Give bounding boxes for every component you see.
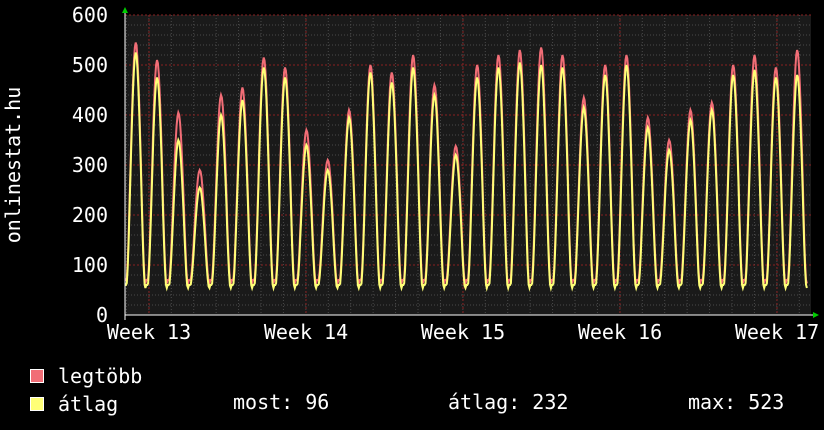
x-tick-label: Week 13 [107, 320, 191, 344]
y-axis-arrow [122, 7, 128, 13]
x-axis-arrow [813, 312, 819, 318]
y-tick-label: 400 [72, 103, 108, 127]
x-tick-label: Week 14 [264, 320, 348, 344]
x-tick-labels: Week 13 Week 14 Week 15 Week 16 Week 17 [107, 320, 819, 344]
legend-item-avg: átlag [30, 390, 820, 418]
plot-background [125, 15, 811, 315]
y-tick-label: 500 [72, 53, 108, 77]
series-line-avg [124, 52, 808, 292]
y-tick-label: 0 [96, 303, 108, 327]
legend-label-avg: átlag [58, 392, 119, 416]
y-tick-label: 100 [72, 253, 108, 277]
axes [122, 7, 819, 320]
y-axis-label: onlinestat.hu [1, 87, 25, 244]
stat-max: max: 523 [688, 390, 785, 414]
y-tick-label: 200 [72, 203, 108, 227]
legend-swatch-avg [30, 397, 44, 411]
y-tick-labels: 0 100 200 300 400 500 600 [72, 3, 108, 327]
stat-current: most: 96 [233, 390, 330, 414]
x-tick-label: Week 15 [421, 320, 505, 344]
legend-label-max: legtöbb [58, 364, 143, 388]
legend-item-max: legtöbb [30, 362, 820, 390]
stat-average: átlag: 232 [448, 390, 569, 414]
legend-swatch-max [30, 369, 44, 383]
series-lines [124, 42, 808, 292]
x-tick-label: Week 17 [735, 320, 819, 344]
legend: legtöbb átlag most: 96 átlag: 232 max: 5… [30, 362, 820, 418]
y-tick-label: 300 [72, 153, 108, 177]
x-tick-label: Week 16 [578, 320, 662, 344]
y-tick-label: 600 [72, 3, 108, 27]
